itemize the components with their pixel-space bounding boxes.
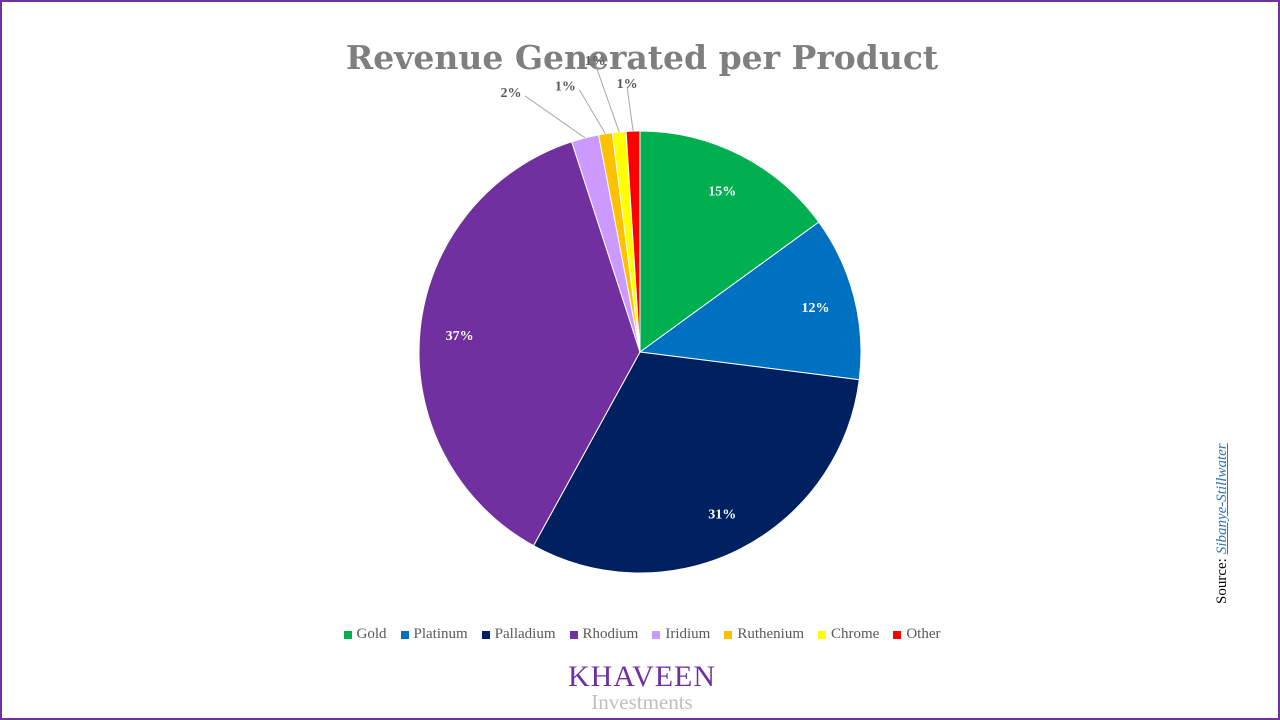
slice-label-chrome: 1% bbox=[585, 54, 606, 69]
legend-label-rhodium: Rhodium bbox=[582, 626, 639, 642]
legend-item-ruthenium: Ruthenium bbox=[724, 626, 804, 643]
logo-subtitle: Investments bbox=[591, 690, 693, 714]
legend-item-platinum: Platinum bbox=[400, 626, 468, 643]
legend-item-gold: Gold bbox=[343, 626, 387, 643]
pie-slice-gold bbox=[639, 130, 820, 353]
source-prefix: Source: bbox=[1214, 558, 1230, 604]
slice-label-gold: 15% bbox=[708, 185, 736, 200]
pie-slice-palladium bbox=[532, 351, 860, 574]
pie-slice-other bbox=[625, 130, 641, 353]
legend-swatch-gold bbox=[343, 630, 352, 639]
leader-line-iridium bbox=[524, 95, 586, 139]
legend-swatch-platinum bbox=[400, 630, 409, 639]
legend-swatch-other bbox=[893, 630, 902, 639]
legend-label-chrome: Chrome bbox=[831, 626, 880, 642]
legend-swatch-chrome bbox=[818, 630, 827, 639]
legend-swatch-rhodium bbox=[569, 630, 578, 639]
chart-title: Revenue Generated per Product bbox=[345, 38, 939, 77]
slice-label-ruthenium: 1% bbox=[555, 80, 576, 95]
legend-item-other: Other bbox=[893, 626, 941, 643]
pie-slice-platinum bbox=[638, 221, 862, 381]
source-note: Source: Sibanye-Stillwater bbox=[1214, 443, 1231, 604]
legend-label-palladium: Palladium bbox=[494, 626, 556, 642]
leader-line-other bbox=[626, 87, 634, 132]
legend: Gold Platinum Palladium Rhodium Iridium Ruthe… bbox=[2, 626, 1280, 643]
legend-label-other: Other bbox=[906, 626, 941, 642]
legend-swatch-palladium bbox=[481, 630, 490, 639]
legend-label-ruthenium: Ruthenium bbox=[737, 626, 805, 642]
legend-swatch-ruthenium bbox=[724, 630, 733, 639]
pie-slice-rhodium bbox=[418, 141, 641, 547]
legend-item-rhodium: Rhodium bbox=[569, 626, 639, 643]
slice-label-palladium: 31% bbox=[708, 508, 736, 523]
source-link[interactable]: Sibanye-Stillwater bbox=[1214, 443, 1230, 555]
leader-line-ruthenium bbox=[578, 89, 606, 134]
slice-label-iridium: 2% bbox=[501, 86, 522, 101]
legend-label-gold: Gold bbox=[356, 626, 387, 642]
slice-label-platinum: 12% bbox=[802, 301, 830, 316]
slice-label-other: 1% bbox=[617, 77, 638, 92]
logo-name: KHAVEEN bbox=[567, 660, 717, 693]
company-logo: KHAVEEN Investments bbox=[2, 662, 1280, 713]
slice-label-rhodium: 37% bbox=[446, 329, 474, 344]
legend-label-platinum: Platinum bbox=[413, 626, 468, 642]
legend-swatch-iridium bbox=[652, 630, 661, 639]
legend-item-chrome: Chrome bbox=[818, 626, 879, 643]
legend-item-iridium: Iridium bbox=[652, 626, 710, 643]
legend-label-iridium: Iridium bbox=[665, 626, 711, 642]
leader-line-chrome bbox=[594, 63, 620, 133]
legend-item-palladium: Palladium bbox=[481, 626, 556, 643]
